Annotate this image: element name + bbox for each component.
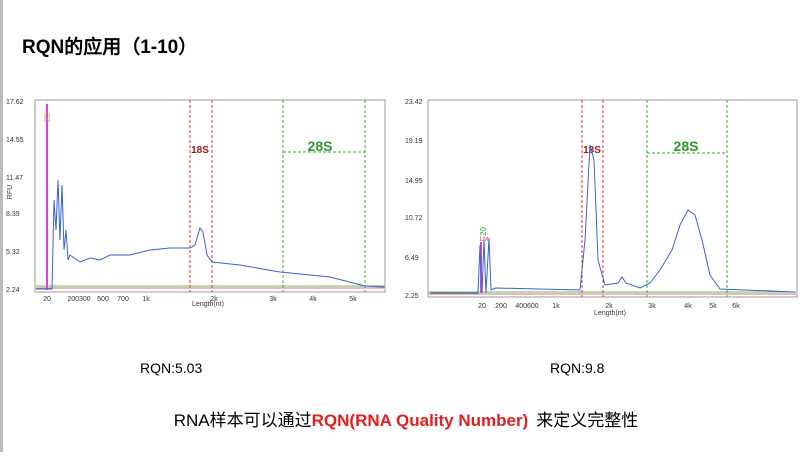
x-axis-label: Length(nt) bbox=[594, 310, 626, 317]
y-tick-label: 17.62 bbox=[6, 99, 24, 106]
marker-label: 28S bbox=[308, 138, 333, 154]
y-tick-label: 11.47 bbox=[6, 175, 23, 182]
trace bbox=[36, 179, 386, 290]
x-tick-label: 4k bbox=[309, 296, 317, 303]
marker-label: 18S bbox=[191, 145, 209, 156]
plot-frame bbox=[34, 99, 386, 293]
x-tick-label: 1k bbox=[142, 296, 150, 303]
x-tick-label: 500 bbox=[97, 296, 109, 303]
x-tick-label: 4k bbox=[684, 303, 692, 310]
electropherogram-2: 23.42 19.19 14.95 10.72 6.49 2.25 20 200… bbox=[405, 99, 798, 317]
x-tick-label: 200300 bbox=[67, 296, 90, 303]
footer: RNA样本可以通过RQN(RNA Quality Number) 来定义完整性 bbox=[174, 411, 639, 430]
marker-label: 20 bbox=[479, 227, 488, 236]
x-tick-label: 200 bbox=[495, 303, 507, 310]
x-tick-label: 700 bbox=[117, 296, 129, 303]
caption: RQN:9.8 bbox=[550, 360, 605, 376]
x-tick-label: 2k bbox=[210, 296, 218, 303]
y-tick-label: 19.19 bbox=[405, 138, 423, 145]
x-tick-label: 2k bbox=[605, 303, 613, 310]
x-tick-label: 20 bbox=[478, 303, 486, 310]
x-tick-label: 5k bbox=[709, 303, 717, 310]
y-tick-label: 2.24 bbox=[6, 287, 20, 294]
x-tick-label: 400600 bbox=[515, 303, 538, 310]
title: RQN的应用（1-10） bbox=[22, 35, 197, 58]
y-tick-label: 2.25 bbox=[405, 293, 419, 300]
caption: RQN:5.03 bbox=[140, 360, 202, 376]
footer-text: 来定义完整性 bbox=[536, 411, 638, 430]
y-tick-label: 6.49 bbox=[405, 255, 419, 262]
y-tick-label: 10.72 bbox=[405, 215, 423, 222]
x-tick-label: 3k bbox=[648, 303, 656, 310]
y-tick-label: 23.42 bbox=[405, 99, 423, 106]
marker-label: 18S bbox=[583, 145, 601, 156]
x-tick-label: 6k bbox=[732, 303, 740, 310]
plot-frame bbox=[427, 99, 798, 298]
left-border bbox=[0, 0, 3, 452]
trace bbox=[430, 144, 796, 294]
x-axis-label: Length(nt) bbox=[192, 301, 224, 308]
marker-label: 20 bbox=[43, 113, 52, 122]
y-axis-label: RFU bbox=[7, 185, 14, 199]
x-tick-label: 20 bbox=[43, 296, 51, 303]
y-tick-label: 14.95 bbox=[405, 178, 423, 185]
marker-label: 28S bbox=[674, 138, 699, 154]
x-tick-label: 1k bbox=[552, 303, 560, 310]
footer-text: RNA样本可以通过 bbox=[174, 411, 312, 430]
footer-highlight: RQN(RNA Quality Number) bbox=[312, 411, 529, 430]
y-tick-label: 5.32 bbox=[6, 249, 20, 256]
y-tick-label: 14.55 bbox=[6, 137, 24, 144]
y-tick-label: 8.39 bbox=[6, 211, 20, 218]
x-tick-label: 5k bbox=[349, 296, 357, 303]
x-tick-label: 3k bbox=[269, 296, 277, 303]
electropherogram-1: 17.62 14.55 11.47 8.39 5.32 2.24 RFU 20 … bbox=[6, 99, 386, 308]
